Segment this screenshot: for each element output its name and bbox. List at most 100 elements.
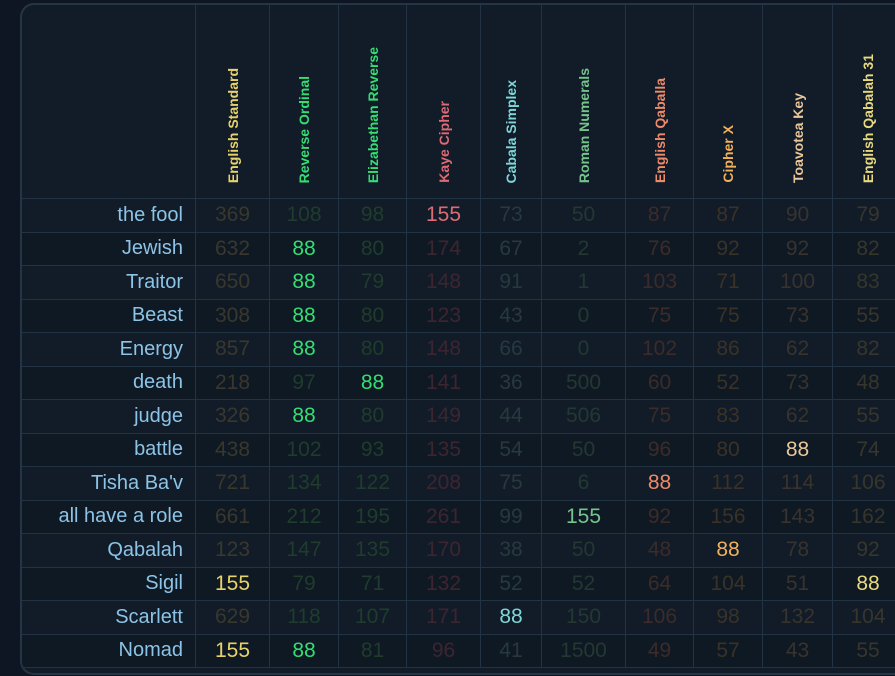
value-cell[interactable]: 147 (269, 533, 339, 568)
value-cell[interactable]: 52 (693, 365, 763, 400)
match-value-cell[interactable]: 155 (406, 198, 481, 233)
value-cell[interactable]: 123 (406, 298, 481, 333)
value-cell[interactable]: 148 (406, 265, 481, 300)
value-cell[interactable]: 98 (693, 600, 763, 635)
cipher-header-kaye-cipher[interactable]: Kaye Cipher (406, 5, 481, 199)
phrase-cell[interactable]: Traitor (22, 265, 196, 300)
value-cell[interactable]: 71 (693, 265, 763, 300)
value-cell[interactable]: 326 (195, 399, 270, 434)
value-cell[interactable]: 103 (625, 265, 694, 300)
value-cell[interactable]: 93 (338, 432, 407, 467)
value-cell[interactable]: 87 (693, 198, 763, 233)
value-cell[interactable]: 43 (762, 633, 833, 668)
value-cell[interactable]: 122 (338, 466, 407, 501)
value-cell[interactable]: 54 (480, 432, 542, 467)
match-value-cell[interactable]: 88 (625, 466, 694, 501)
value-cell[interactable]: 43 (480, 298, 542, 333)
value-cell[interactable]: 98 (338, 198, 407, 233)
value-cell[interactable]: 170 (406, 533, 481, 568)
value-cell[interactable]: 80 (338, 332, 407, 367)
value-cell[interactable]: 108 (269, 198, 339, 233)
value-cell[interactable]: 48 (832, 365, 895, 400)
value-cell[interactable]: 438 (195, 432, 270, 467)
phrase-cell[interactable]: battle (22, 432, 196, 467)
value-cell[interactable]: 81 (338, 633, 407, 668)
value-cell[interactable]: 102 (625, 332, 694, 367)
value-cell[interactable]: 91 (480, 265, 542, 300)
match-value-cell[interactable]: 88 (269, 231, 339, 266)
value-cell[interactable]: 67 (480, 231, 542, 266)
phrase-cell[interactable]: Tisha Ba'v (22, 466, 196, 501)
value-cell[interactable]: 92 (625, 499, 694, 534)
value-cell[interactable]: 106 (832, 466, 895, 501)
value-cell[interactable]: 629 (195, 600, 270, 635)
cipher-header-cabala-simplex[interactable]: Cabala Simplex (480, 5, 542, 199)
value-cell[interactable]: 73 (762, 298, 833, 333)
value-cell[interactable]: 2 (541, 231, 626, 266)
value-cell[interactable]: 118 (269, 600, 339, 635)
value-cell[interactable]: 107 (338, 600, 407, 635)
value-cell[interactable]: 132 (406, 566, 481, 601)
cipher-header-english-qabalah-31[interactable]: English Qabalah 31 (832, 5, 895, 199)
phrase-cell[interactable]: Energy (22, 332, 196, 367)
phrase-cell[interactable]: Jewish (22, 231, 196, 266)
match-value-cell[interactable]: 88 (269, 298, 339, 333)
value-cell[interactable]: 57 (693, 633, 763, 668)
phrase-cell[interactable]: Scarlett (22, 600, 196, 635)
value-cell[interactable]: 48 (625, 533, 694, 568)
value-cell[interactable]: 62 (762, 399, 833, 434)
cipher-header-reverse-ordinal[interactable]: Reverse Ordinal (269, 5, 339, 199)
cipher-header-english-qaballa[interactable]: English Qaballa (625, 5, 694, 199)
value-cell[interactable]: 52 (480, 566, 542, 601)
value-cell[interactable]: 82 (832, 332, 895, 367)
match-value-cell[interactable]: 155 (195, 633, 270, 668)
match-value-cell[interactable]: 88 (269, 633, 339, 668)
value-cell[interactable]: 308 (195, 298, 270, 333)
match-value-cell[interactable]: 88 (762, 432, 833, 467)
match-value-cell[interactable]: 155 (541, 499, 626, 534)
value-cell[interactable]: 38 (480, 533, 542, 568)
value-cell[interactable]: 171 (406, 600, 481, 635)
value-cell[interactable]: 50 (541, 198, 626, 233)
value-cell[interactable]: 149 (406, 399, 481, 434)
phrase-cell[interactable]: judge (22, 399, 196, 434)
value-cell[interactable]: 55 (832, 633, 895, 668)
value-cell[interactable]: 82 (832, 231, 895, 266)
value-cell[interactable]: 6 (541, 466, 626, 501)
phrase-cell[interactable]: Nomad (22, 633, 196, 668)
value-cell[interactable]: 78 (762, 533, 833, 568)
value-cell[interactable]: 79 (338, 265, 407, 300)
value-cell[interactable]: 50 (541, 533, 626, 568)
value-cell[interactable]: 261 (406, 499, 481, 534)
value-cell[interactable]: 92 (762, 231, 833, 266)
value-cell[interactable]: 73 (762, 365, 833, 400)
value-cell[interactable]: 83 (832, 265, 895, 300)
value-cell[interactable]: 64 (625, 566, 694, 601)
match-value-cell[interactable]: 88 (693, 533, 763, 568)
value-cell[interactable]: 150 (541, 600, 626, 635)
value-cell[interactable]: 500 (541, 365, 626, 400)
value-cell[interactable]: 80 (338, 231, 407, 266)
value-cell[interactable]: 134 (269, 466, 339, 501)
value-cell[interactable]: 123 (195, 533, 270, 568)
value-cell[interactable]: 79 (832, 198, 895, 233)
value-cell[interactable]: 86 (693, 332, 763, 367)
value-cell[interactable]: 650 (195, 265, 270, 300)
value-cell[interactable]: 80 (338, 298, 407, 333)
value-cell[interactable]: 99 (480, 499, 542, 534)
value-cell[interactable]: 66 (480, 332, 542, 367)
value-cell[interactable]: 218 (195, 365, 270, 400)
value-cell[interactable]: 41 (480, 633, 542, 668)
value-cell[interactable]: 132 (762, 600, 833, 635)
match-value-cell[interactable]: 88 (269, 399, 339, 434)
value-cell[interactable]: 661 (195, 499, 270, 534)
value-cell[interactable]: 156 (693, 499, 763, 534)
value-cell[interactable]: 369 (195, 198, 270, 233)
match-value-cell[interactable]: 88 (480, 600, 542, 635)
value-cell[interactable]: 36 (480, 365, 542, 400)
value-cell[interactable]: 97 (269, 365, 339, 400)
value-cell[interactable]: 79 (269, 566, 339, 601)
value-cell[interactable]: 51 (762, 566, 833, 601)
value-cell[interactable]: 0 (541, 298, 626, 333)
value-cell[interactable]: 141 (406, 365, 481, 400)
